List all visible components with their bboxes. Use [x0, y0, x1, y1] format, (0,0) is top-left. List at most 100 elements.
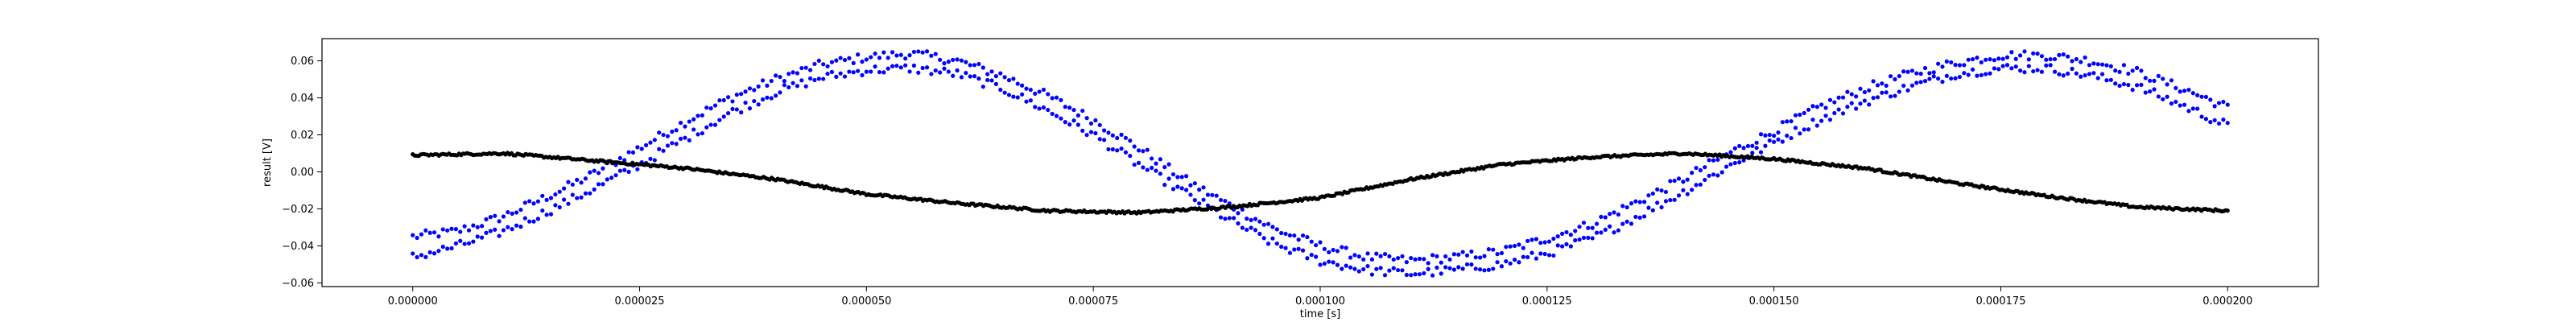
data-point-blue: [1335, 262, 1340, 267]
data-point-blue: [1573, 237, 1578, 243]
data-point-blue: [1975, 73, 1979, 78]
data-point-blue: [1984, 57, 1988, 62]
data-point-blue: [1698, 182, 1703, 187]
data-point-blue: [1028, 98, 1033, 103]
data-point-blue: [2130, 88, 2135, 93]
data-point-blue: [648, 140, 653, 145]
data-point-blue: [622, 158, 627, 163]
data-point-blue: [579, 180, 584, 185]
data-point-blue: [1469, 249, 1474, 254]
data-point-blue: [791, 80, 795, 85]
data-point-blue: [1681, 188, 1686, 192]
data-point-blue: [907, 53, 912, 58]
data-point-blue: [1814, 123, 1819, 128]
data-point-blue: [1698, 167, 1703, 173]
data-point-blue: [1984, 72, 1988, 76]
data-point-blue: [1050, 96, 1055, 101]
data-point-blue: [1080, 108, 1085, 114]
data-point-blue: [566, 201, 571, 206]
data-point-blue: [1309, 239, 1314, 244]
data-point-blue: [2035, 68, 2040, 72]
data-point-blue: [2186, 109, 2191, 114]
data-point-blue: [1447, 266, 1452, 270]
data-point-blue: [1776, 137, 1781, 142]
data-point-blue: [1555, 243, 1560, 248]
data-point-blue: [588, 170, 592, 175]
data-point-blue: [1110, 133, 1115, 138]
data-point-blue: [2186, 88, 2191, 93]
data-point-blue: [821, 62, 826, 67]
data-point-blue: [661, 132, 666, 138]
data-point-blue: [635, 167, 640, 171]
data-point-blue: [1352, 253, 1357, 258]
data-point-blue: [1236, 211, 1241, 216]
data-point-blue: [760, 78, 766, 83]
data-point-blue: [1922, 79, 1928, 84]
data-point-blue: [864, 57, 869, 62]
data-point-blue: [1871, 79, 1876, 84]
data-point-blue: [1586, 235, 1591, 240]
data-point-blue: [1348, 265, 1353, 270]
data-point-blue: [1633, 214, 1638, 220]
data-point-blue: [2182, 102, 2187, 107]
data-point-blue: [1728, 162, 1733, 167]
data-point-blue: [1737, 160, 1742, 165]
data-point-blue: [1002, 90, 1007, 95]
data-point-blue: [1927, 76, 1932, 81]
data-point-blue: [2052, 69, 2058, 74]
data-point-blue: [1170, 187, 1176, 192]
data-point-blue: [518, 207, 523, 213]
data-point-blue: [1439, 260, 1443, 265]
data-point-blue: [1690, 188, 1695, 192]
data-point-blue: [440, 227, 445, 232]
data-point-blue: [2070, 59, 2074, 64]
data-point-blue: [1261, 236, 1266, 241]
data-point-blue: [1482, 268, 1487, 273]
data-point-blue: [942, 61, 947, 66]
data-point-blue: [708, 122, 713, 127]
data-point-blue: [1037, 89, 1042, 94]
data-point-blue: [462, 224, 467, 229]
data-point-blue: [730, 99, 735, 104]
data-point-blue: [674, 142, 679, 147]
data-point-blue: [1975, 56, 1979, 60]
data-point-blue: [1525, 238, 1530, 243]
data-point-blue: [1115, 135, 1120, 141]
data-point-blue: [829, 69, 835, 74]
data-point-blue: [2066, 71, 2070, 76]
data-point-blue: [449, 226, 454, 231]
data-point-blue: [2013, 56, 2018, 61]
data-point-blue: [1931, 70, 1936, 75]
data-point-blue: [475, 234, 480, 239]
data-point-blue: [881, 70, 886, 75]
data-point-blue: [1577, 237, 1582, 242]
data-point-blue: [1059, 97, 1063, 102]
data-point-blue: [2091, 61, 2096, 66]
data-point-blue: [791, 70, 795, 75]
data-point-blue: [518, 225, 523, 229]
data-point-blue: [1949, 60, 1954, 65]
data-point-blue: [2216, 101, 2222, 105]
data-point-blue: [1629, 201, 1634, 206]
data-point-blue: [2100, 62, 2105, 67]
data-point-blue: [1810, 118, 1815, 122]
data-point-blue: [786, 85, 791, 90]
data-point-blue: [1763, 133, 1768, 138]
data-point-blue: [1491, 266, 1496, 271]
data-point-blue: [1063, 105, 1067, 109]
data-point-blue: [557, 204, 562, 210]
data-point-blue: [1327, 259, 1331, 264]
data-point-blue: [1413, 272, 1418, 277]
data-point-blue: [1123, 135, 1129, 140]
data-point-blue: [548, 212, 554, 217]
data-point-blue: [1546, 239, 1552, 244]
data-point-blue: [535, 199, 541, 204]
data-point-blue: [1871, 96, 1876, 101]
data-point-blue: [2104, 78, 2109, 83]
data-point-blue: [1988, 57, 1992, 62]
data-point-blue: [440, 244, 445, 250]
data-point-blue: [2148, 89, 2153, 94]
data-point-blue: [993, 81, 998, 86]
data-point-blue: [522, 216, 527, 221]
